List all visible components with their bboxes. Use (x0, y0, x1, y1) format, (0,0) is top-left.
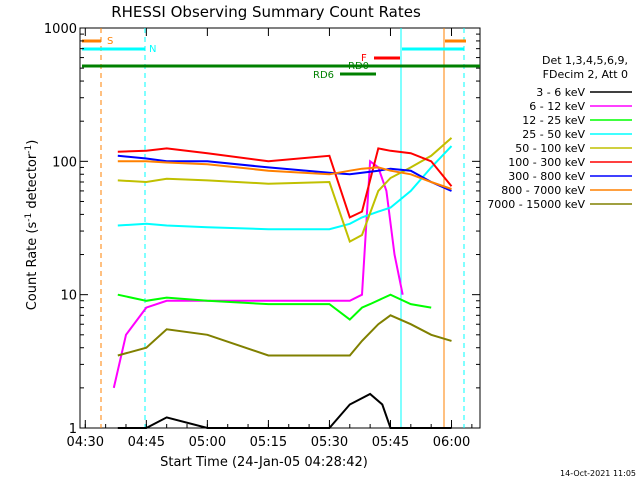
state-label-rd0: RD0 (348, 61, 369, 72)
series-line-300-800-kev (117, 154, 452, 192)
legend-label: 25 - 50 keV (522, 128, 585, 141)
legend-label: 3 - 6 keV (536, 86, 585, 99)
series-line-6-12-kev (112, 159, 404, 389)
x-tick-label: 06:00 (433, 435, 470, 450)
x-tick-label: 05:45 (372, 435, 409, 450)
series-line-800-7000-kev (117, 160, 452, 190)
x-tick-label: 04:30 (67, 435, 104, 450)
series-line-50-100-kev (117, 137, 453, 244)
legend: Det 1,3,4,5,6,9, FDecim 2, Att 0 3 - 6 k… (487, 54, 632, 211)
x-axis-label: Start Time (24-Jan-05 04:28:42) (160, 455, 368, 470)
plot-frame (79, 27, 481, 429)
y-tick-label: 1000 (44, 22, 77, 37)
legend-header-1: Det 1,3,4,5,6,9, (542, 54, 628, 67)
x-tick-label: 05:00 (189, 435, 226, 450)
state-label-s: S (107, 36, 113, 47)
series-line-25-50-kev (117, 145, 453, 231)
legend-label: 100 - 300 keV (508, 156, 585, 169)
y-tick-label: 10 (60, 289, 77, 304)
y-tick-label: 100 (52, 155, 77, 170)
legend-label: 800 - 7000 keV (501, 184, 585, 197)
legend-label: 50 - 100 keV (515, 142, 585, 155)
state-label-rd6: RD6 (313, 70, 334, 81)
legend-header-2: FDecim 2, Att 0 (543, 68, 628, 81)
timestamp: 14-Oct-2021 11:05 (560, 469, 636, 478)
series-line-12-25-kev (117, 293, 432, 321)
x-tick-label: 05:30 (311, 435, 348, 450)
state-label-f: F (361, 53, 367, 64)
legend-label: 6 - 12 keV (529, 100, 585, 113)
series-line-3-6-kev (117, 392, 452, 429)
chart-title: RHESSI Observing Summary Count Rates (111, 3, 421, 21)
state-label-n: N (149, 44, 156, 55)
legend-label: 7000 - 15000 keV (487, 198, 585, 211)
legend-label: 12 - 25 keV (522, 114, 585, 127)
series-line-100-300-kev (117, 147, 453, 219)
x-tick-label: 04:45 (128, 435, 165, 450)
series-line-7000-15000-kev (117, 314, 452, 357)
legend-label: 300 - 800 keV (508, 170, 585, 183)
x-tick-label: 05:15 (250, 435, 287, 450)
y-tick-label: 1 (69, 422, 77, 437)
y-axis-label: Count Rate (s-1 detector-1) (24, 140, 40, 311)
